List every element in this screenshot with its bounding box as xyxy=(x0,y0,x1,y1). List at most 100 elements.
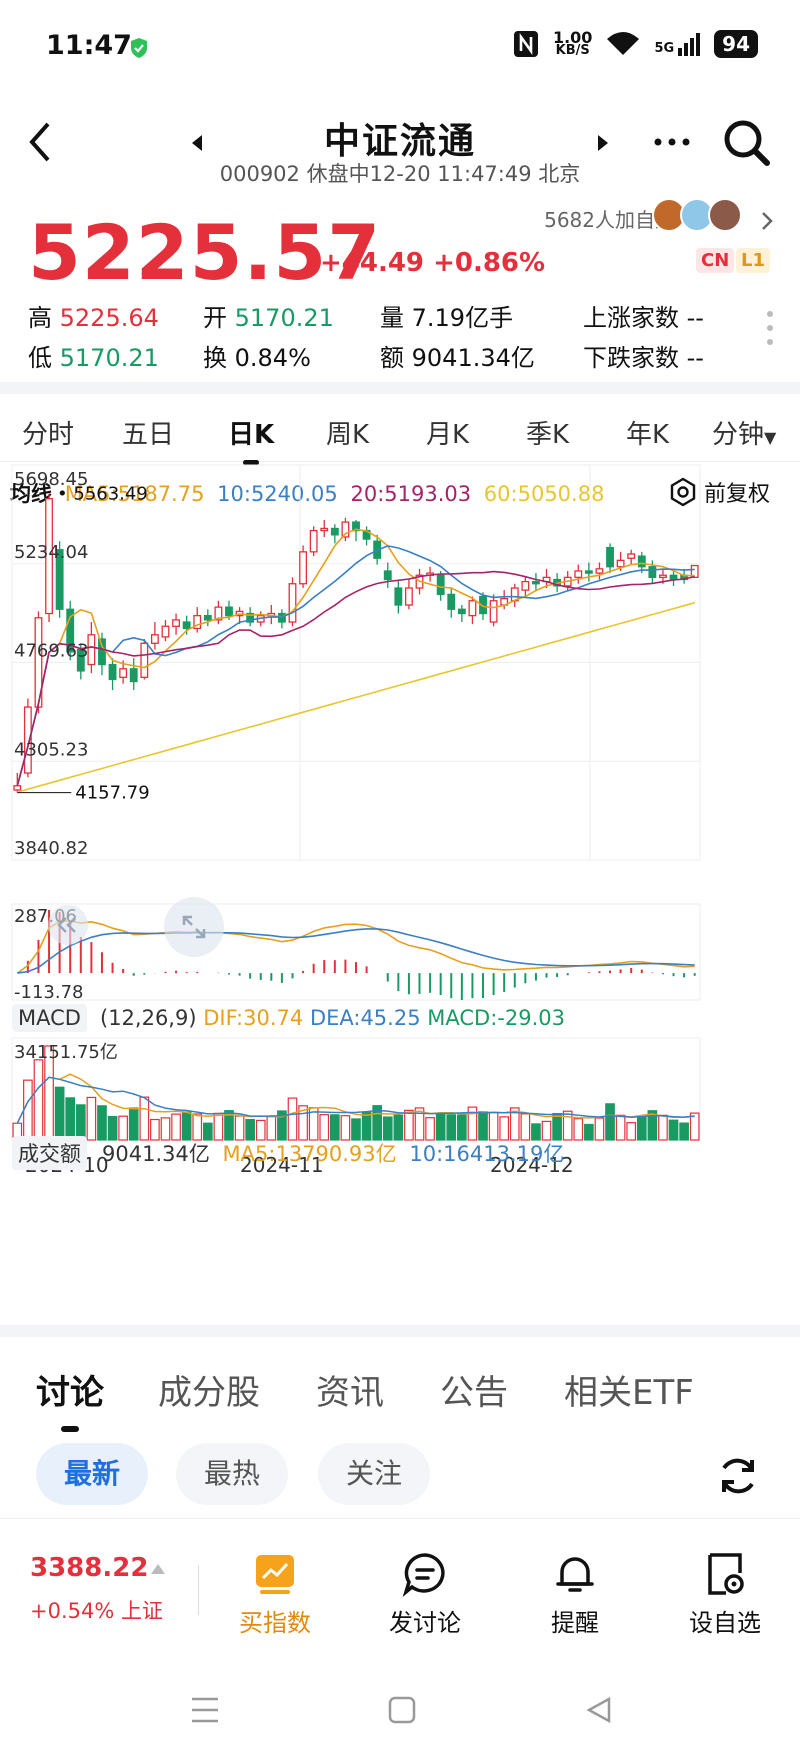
volume-bar xyxy=(457,1114,467,1141)
kline-chart[interactable]: 287.06-113.78 34151.75亿 5698.455234.0447… xyxy=(0,460,800,1315)
alert-button[interactable]: 提醒 xyxy=(520,1551,630,1638)
next-index-icon[interactable] xyxy=(596,134,610,152)
filter-following[interactable]: 关注 xyxy=(318,1443,430,1505)
candle xyxy=(193,614,202,630)
candle xyxy=(55,549,64,610)
candle xyxy=(404,587,413,606)
volume-bar xyxy=(488,1111,499,1141)
candle xyxy=(648,566,657,579)
volume-bar xyxy=(658,1114,668,1141)
candle xyxy=(246,612,255,623)
adjust-toggle[interactable]: 前复权 xyxy=(668,476,770,508)
tab-announcements[interactable]: 公告 xyxy=(440,1373,508,1413)
filter-hot[interactable]: 最热 xyxy=(176,1443,288,1505)
prev-index-icon[interactable] xyxy=(190,134,204,152)
volume-bar xyxy=(65,1097,76,1141)
trend-chart-icon xyxy=(256,1555,294,1594)
candle xyxy=(659,574,667,579)
tab-quarterly-k[interactable]: 季K xyxy=(526,420,570,450)
back-nav-icon[interactable] xyxy=(586,1696,612,1724)
volume-bar xyxy=(202,1122,213,1141)
volume-bar xyxy=(361,1111,372,1141)
volume-indicator-button[interactable]: 成交额 xyxy=(12,1136,87,1170)
ma20-line xyxy=(16,570,695,787)
refresh-icon[interactable] xyxy=(714,1452,762,1500)
candle xyxy=(627,553,636,559)
volume-bar xyxy=(97,1105,107,1141)
buy-index-button[interactable]: 买指数 xyxy=(220,1551,330,1638)
filter-latest[interactable]: 最新 xyxy=(36,1443,148,1505)
max-price-marker: • 5563.49 xyxy=(57,484,148,505)
volume-bar xyxy=(23,1079,33,1141)
tab-news[interactable]: 资讯 xyxy=(316,1373,384,1413)
tab-daily-k[interactable]: 日K xyxy=(228,414,274,465)
volume-bar xyxy=(626,1122,637,1141)
candle xyxy=(13,785,22,791)
double-chevron-left-icon xyxy=(57,917,76,933)
macd-indicator-button[interactable]: MACD xyxy=(12,1004,87,1032)
fullscreen-button[interactable] xyxy=(164,897,224,957)
tab-monthly-k[interactable]: 月K xyxy=(426,420,470,450)
tab-related-etf[interactable]: 相关ETF xyxy=(564,1373,694,1413)
battery-indicator: 94 xyxy=(714,30,758,58)
home-icon[interactable] xyxy=(388,1696,416,1724)
volume-bar xyxy=(467,1106,478,1141)
volume-bar xyxy=(340,1115,351,1141)
tab-discussion[interactable]: 讨论 xyxy=(36,1365,104,1432)
volume-bar xyxy=(329,1114,340,1141)
wifi-icon xyxy=(607,32,640,55)
content-tabs: 讨论 成分股 资讯 公告 相关ETF xyxy=(0,1355,800,1432)
candle xyxy=(457,608,466,615)
cn-badge: CN xyxy=(696,248,735,273)
candle xyxy=(330,527,339,536)
volume-bar xyxy=(234,1115,245,1141)
tab-weekly-k[interactable]: 周K xyxy=(326,420,370,450)
tab-intraday[interactable]: 分时 xyxy=(22,420,75,450)
add-watchlist-button[interactable]: 设自选 xyxy=(670,1551,780,1638)
menu-icon[interactable] xyxy=(190,1696,220,1724)
tab-constituents[interactable]: 成分股 xyxy=(158,1373,260,1413)
macd-legend: (12,26,9) DIF:30.74 DEA:45.25 MACD:-29.0… xyxy=(100,1006,565,1030)
volume-bar xyxy=(255,1119,266,1141)
more-icon[interactable] xyxy=(652,136,692,148)
top-nav: 中证流通 000902 休盘中12-20 11:47:49 北京 xyxy=(0,100,800,190)
watcher-avatars[interactable] xyxy=(652,198,742,232)
candle xyxy=(98,638,106,666)
candle xyxy=(532,580,540,585)
sh-index-change: +0.54% 上证 xyxy=(30,1599,163,1623)
scroll-left-button[interactable] xyxy=(48,905,88,945)
chart-frame xyxy=(11,464,701,861)
nfc-icon xyxy=(513,31,538,57)
back-icon[interactable] xyxy=(26,120,54,164)
candle xyxy=(489,600,498,623)
chevron-right-icon[interactable] xyxy=(760,210,774,232)
expand-icon xyxy=(182,915,206,939)
candle xyxy=(129,668,138,683)
volume-bar xyxy=(128,1107,139,1141)
divider xyxy=(198,1565,199,1615)
volume-bar xyxy=(414,1107,425,1141)
volume-bar xyxy=(150,1118,160,1141)
post-discussion-button[interactable]: 发讨论 xyxy=(370,1551,480,1638)
volume-bar xyxy=(86,1096,97,1141)
candle xyxy=(584,570,593,574)
tab-minute[interactable]: 分钟▼ xyxy=(712,420,777,450)
volume-bar xyxy=(636,1116,647,1141)
candle xyxy=(161,625,170,638)
candle xyxy=(45,498,53,615)
volume-bar xyxy=(541,1120,552,1141)
tab-yearly-k[interactable]: 年K xyxy=(626,420,670,450)
candle xyxy=(119,668,128,678)
volume-bar xyxy=(605,1103,615,1141)
last-price: 5225.57 xyxy=(28,208,382,297)
candle xyxy=(394,587,403,606)
search-icon[interactable] xyxy=(722,118,772,168)
expand-more-icon[interactable] xyxy=(766,310,774,346)
tab-five-day[interactable]: 五日 xyxy=(122,420,175,450)
net-speed: 1.00 KB/S xyxy=(552,28,593,58)
sh-index-price[interactable]: 3388.22 xyxy=(30,1553,149,1583)
volume-bar xyxy=(181,1111,192,1141)
candle xyxy=(595,568,604,574)
candle xyxy=(309,529,318,553)
volume-ma5-line xyxy=(16,1073,695,1124)
